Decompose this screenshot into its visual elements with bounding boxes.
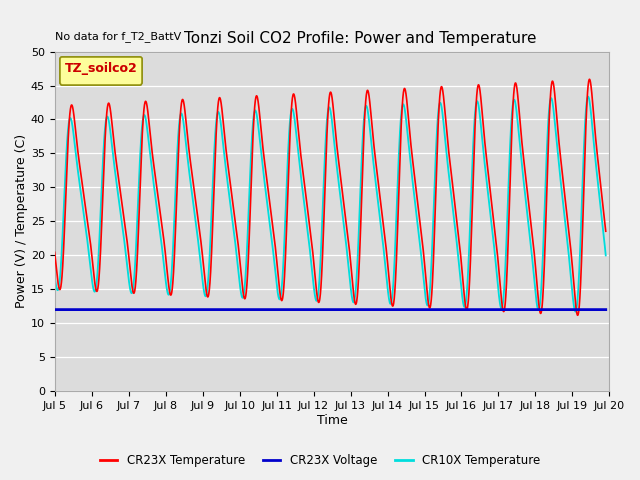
Text: No data for f_T2_BattV: No data for f_T2_BattV [54,31,181,42]
Title: Tonzi Soil CO2 Profile: Power and Temperature: Tonzi Soil CO2 Profile: Power and Temper… [184,31,536,46]
Legend: CR23X Temperature, CR23X Voltage, CR10X Temperature: CR23X Temperature, CR23X Voltage, CR10X … [95,449,545,472]
Y-axis label: Power (V) / Temperature (C): Power (V) / Temperature (C) [15,134,28,309]
Legend:  [60,57,142,84]
X-axis label: Time: Time [317,414,348,427]
